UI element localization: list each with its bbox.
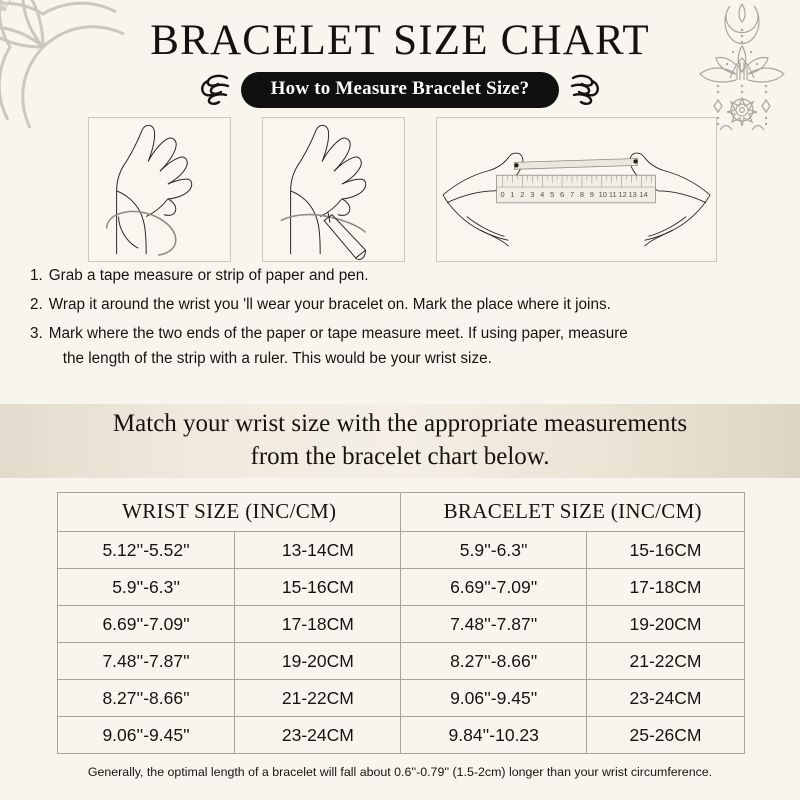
step-number: 1. xyxy=(30,267,43,284)
list-item: 1. Grab a tape measure or strip of paper… xyxy=(30,267,775,285)
banner-line-1: Match your wrist size with the appropria… xyxy=(112,410,688,437)
page-title: BRACELET SIZE CHART xyxy=(150,17,650,64)
svg-text:5: 5 xyxy=(550,190,554,199)
banner-heading: Match your wrist size with the appropria… xyxy=(0,407,800,473)
subtitle-pill: How to Measure Bracelet Size? xyxy=(240,72,560,108)
step-text: Mark where the two ends of the paper or … xyxy=(48,324,775,369)
mandala-flower-ornament xyxy=(0,0,125,129)
step-number: 2. xyxy=(30,295,43,313)
list-item: 2. Wrap it around the wrist you 'll wear… xyxy=(30,295,775,314)
instruction-steps: 1. Grab a tape measure or strip of paper… xyxy=(30,267,775,380)
banner-background xyxy=(0,404,800,478)
table-body: 5.12''-5.52'' 13-14CM 5.9''-6.3'' 15-16C… xyxy=(56,531,746,754)
cell-wrist-inch: 6.69''-7.09'' xyxy=(56,605,236,643)
cell-bracelet-inch: 9.06''-9.45'' xyxy=(400,679,587,717)
svg-text:13: 13 xyxy=(628,190,636,199)
table-header-row: WRIST SIZE (INC/CM) BRACELET SIZE (INC/C… xyxy=(56,492,745,532)
bracelet-size-table: WRIST SIZE (INC/CM) BRACELET SIZE (INC/C… xyxy=(56,492,746,754)
cell-wrist-cm: 15-16CM xyxy=(234,568,402,606)
column-header-wrist-size: WRIST SIZE (INC/CM) xyxy=(56,492,402,532)
svg-text:6: 6 xyxy=(560,190,564,199)
cell-wrist-cm: 23-24CM xyxy=(234,716,402,754)
cell-wrist-inch: 5.9''-6.3'' xyxy=(56,568,236,606)
cell-bracelet-cm: 25-26CM xyxy=(585,716,746,754)
cell-wrist-cm: 17-18CM xyxy=(234,605,402,643)
cell-bracelet-inch: 9.84''-10.23 xyxy=(400,716,587,754)
svg-text:7: 7 xyxy=(570,190,574,199)
cell-bracelet-cm: 23-24CM xyxy=(585,679,746,717)
svg-text:10: 10 xyxy=(599,190,607,199)
hand-with-tape-and-pen-illustration xyxy=(262,117,405,262)
cell-bracelet-cm: 17-18CM xyxy=(585,568,746,606)
svg-text:11: 11 xyxy=(609,190,617,199)
table-row: 6.69''-7.09'' 17-18CM 7.48''-7.87'' 19-2… xyxy=(56,605,746,643)
svg-text:8: 8 xyxy=(580,190,584,199)
svg-text:1: 1 xyxy=(510,190,514,199)
step-text-line2: the length of the strip with a ruler. Th… xyxy=(62,350,492,368)
table-row: 7.48''-7.87'' 19-20CM 8.27''-8.66'' 21-2… xyxy=(56,642,746,680)
cell-wrist-inch: 5.12''-5.52'' xyxy=(56,531,236,569)
table-row: 5.12''-5.52'' 13-14CM 5.9''-6.3'' 15-16C… xyxy=(56,531,746,569)
table-row: 5.9''-6.3'' 15-16CM 6.69''-7.09'' 17-18C… xyxy=(56,568,746,606)
svg-text:12: 12 xyxy=(619,190,627,199)
svg-text:3: 3 xyxy=(530,190,534,199)
cell-bracelet-cm: 19-20CM xyxy=(585,605,746,643)
size-table-wrapper: WRIST SIZE (INC/CM) BRACELET SIZE (INC/C… xyxy=(56,492,746,754)
cell-bracelet-cm: 15-16CM xyxy=(585,531,746,569)
step-text-line1: Mark where the two ends of the paper or … xyxy=(48,324,628,342)
step-number: 3. xyxy=(30,324,43,342)
lotus-mandala-ornament xyxy=(699,2,785,131)
list-item: 3. Mark where the two ends of the paper … xyxy=(30,324,775,369)
step-text: Grab a tape measure or strip of paper an… xyxy=(48,267,369,284)
cell-wrist-cm: 19-20CM xyxy=(234,642,402,680)
cell-wrist-inch: 7.48''-7.87'' xyxy=(56,642,236,680)
table-row: 8.27''-8.66'' 21-22CM 9.06''-9.45'' 23-2… xyxy=(56,679,746,717)
banner-line-2: from the bracelet chart below. xyxy=(250,443,550,470)
cell-bracelet-inch: 7.48''-7.87'' xyxy=(400,605,587,643)
svg-text:0: 0 xyxy=(500,190,504,199)
cell-bracelet-inch: 6.69''-7.09'' xyxy=(400,568,587,606)
subtitle-row: How to Measure Bracelet Size? xyxy=(0,71,800,109)
footer-note: Generally, the optimal length of a brace… xyxy=(87,765,713,779)
svg-text:14: 14 xyxy=(639,190,647,199)
cell-wrist-cm: 21-22CM xyxy=(234,679,402,717)
svg-text:4: 4 xyxy=(540,190,544,199)
cell-wrist-inch: 8.27''-8.66'' xyxy=(56,679,236,717)
table-row: 9.06''-9.45'' 23-24CM 9.84''-10.23 25-26… xyxy=(56,716,746,754)
hand-with-tape-measure-illustration xyxy=(88,117,231,262)
squiggle-flourish-icon xyxy=(571,74,600,105)
column-header-bracelet-size: BRACELET SIZE (INC/CM) xyxy=(400,492,745,532)
cell-bracelet-inch: 5.9''-6.3'' xyxy=(400,531,587,569)
cell-wrist-inch: 9.06''-9.45'' xyxy=(56,716,236,754)
step-text: Wrap it around the wrist you 'll wear yo… xyxy=(48,295,611,313)
squiggle-flourish-icon xyxy=(200,74,229,105)
svg-text:2: 2 xyxy=(520,190,524,199)
cell-wrist-cm: 13-14CM xyxy=(234,531,402,569)
svg-text:9: 9 xyxy=(590,190,594,199)
cell-bracelet-cm: 21-22CM xyxy=(585,642,746,680)
cell-bracelet-inch: 8.27''-8.66'' xyxy=(400,642,587,680)
